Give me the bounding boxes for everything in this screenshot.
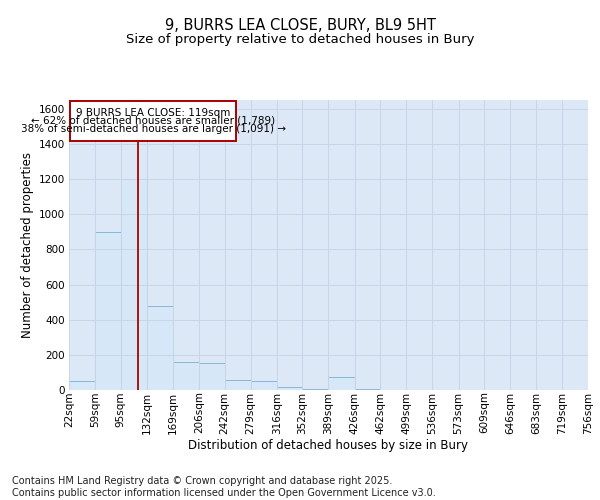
Bar: [173, 362, 199, 390]
Text: 9, BURRS LEA CLOSE, BURY, BL9 5HT: 9, BURRS LEA CLOSE, BURY, BL9 5HT: [164, 18, 436, 32]
Y-axis label: Number of detached properties: Number of detached properties: [22, 152, 34, 338]
Bar: [277, 388, 302, 390]
Bar: [224, 380, 251, 390]
Bar: [199, 363, 224, 390]
Bar: [147, 306, 173, 390]
Text: 38% of semi-detached houses are larger (1,091) →: 38% of semi-detached houses are larger (…: [20, 124, 286, 134]
Bar: [95, 232, 121, 390]
Bar: [121, 179, 147, 390]
Text: 9 BURRS LEA CLOSE: 119sqm: 9 BURRS LEA CLOSE: 119sqm: [76, 108, 230, 118]
Bar: [302, 389, 329, 390]
Bar: [69, 381, 95, 390]
Text: ← 62% of detached houses are smaller (1,789): ← 62% of detached houses are smaller (1,…: [31, 116, 275, 126]
Bar: [355, 389, 380, 390]
Bar: [329, 377, 355, 390]
X-axis label: Distribution of detached houses by size in Bury: Distribution of detached houses by size …: [188, 439, 469, 452]
Bar: [251, 381, 277, 390]
Text: Size of property relative to detached houses in Bury: Size of property relative to detached ho…: [126, 32, 474, 46]
Text: Contains HM Land Registry data © Crown copyright and database right 2025.
Contai: Contains HM Land Registry data © Crown c…: [12, 476, 436, 498]
Bar: [70, 101, 236, 141]
